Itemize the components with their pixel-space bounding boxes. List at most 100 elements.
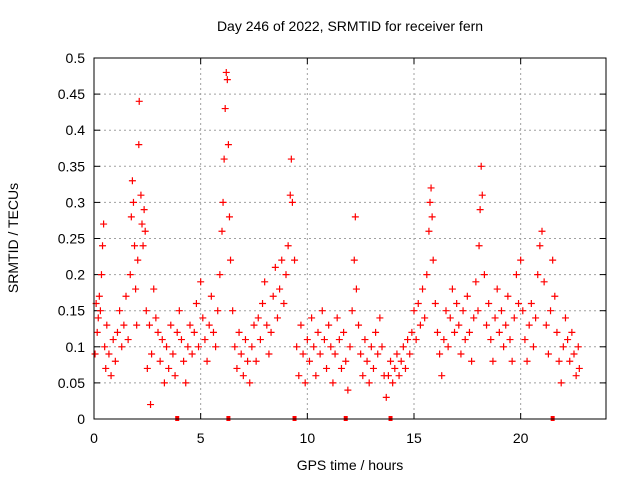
data-point xyxy=(91,350,99,358)
data-point xyxy=(273,314,281,322)
data-point xyxy=(485,299,493,307)
data-point xyxy=(489,357,497,365)
data-point xyxy=(147,401,155,409)
data-point xyxy=(457,350,465,358)
data-point xyxy=(367,343,375,351)
data-point xyxy=(549,256,557,264)
data-point xyxy=(316,350,324,358)
chart-title: Day 246 of 2022, SRMTID for receiver fer… xyxy=(217,18,483,34)
data-point xyxy=(442,307,450,315)
data-point xyxy=(152,314,160,322)
data-point xyxy=(357,350,365,358)
data-point xyxy=(111,357,119,365)
data-point xyxy=(472,278,480,286)
data-point xyxy=(295,372,303,380)
data-point xyxy=(474,307,482,315)
data-point xyxy=(504,292,512,300)
y-tick-label: 0.05 xyxy=(58,375,85,391)
data-point xyxy=(184,343,192,351)
data-point xyxy=(508,357,516,365)
data-point xyxy=(305,357,313,365)
data-point xyxy=(470,314,478,322)
data-point xyxy=(320,336,328,344)
x-tick-label: 0 xyxy=(90,430,98,446)
data-point xyxy=(276,285,284,293)
data-point xyxy=(134,256,142,264)
data-point xyxy=(451,328,459,336)
data-point xyxy=(395,372,403,380)
data-point xyxy=(575,364,583,372)
data-point xyxy=(369,364,377,372)
data-point xyxy=(542,321,550,329)
data-point xyxy=(348,307,356,315)
data-point xyxy=(94,314,102,322)
data-point xyxy=(100,220,108,228)
data-point xyxy=(344,386,352,394)
data-point xyxy=(453,299,461,307)
data-point xyxy=(128,177,136,185)
data-point xyxy=(124,336,132,344)
data-point xyxy=(250,321,258,329)
x-tick-label: 5 xyxy=(197,430,205,446)
data-point xyxy=(538,227,546,235)
x-axis-label: GPS time / hours xyxy=(297,457,404,473)
data-point xyxy=(532,314,540,322)
data-point xyxy=(280,299,288,307)
data-point xyxy=(340,328,348,336)
data-point xyxy=(252,357,260,365)
data-point xyxy=(145,321,153,329)
data-point xyxy=(209,328,217,336)
data-point xyxy=(299,350,307,358)
data-point xyxy=(122,292,130,300)
data-point xyxy=(544,350,552,358)
data-point xyxy=(203,357,211,365)
data-point xyxy=(248,343,256,351)
data-point xyxy=(190,328,198,336)
data-point xyxy=(480,271,488,279)
data-point xyxy=(436,350,444,358)
data-point xyxy=(440,336,448,344)
data-point xyxy=(263,321,271,329)
data-point xyxy=(401,364,409,372)
data-point xyxy=(254,314,262,322)
data-point xyxy=(323,364,331,372)
data-point xyxy=(165,364,173,372)
data-point xyxy=(363,357,371,365)
data-point xyxy=(182,379,190,387)
data-point xyxy=(141,227,149,235)
data-point xyxy=(378,343,386,351)
data-point xyxy=(397,357,405,365)
data-point xyxy=(291,256,299,264)
data-point xyxy=(101,343,109,351)
data-point xyxy=(416,321,424,329)
data-point xyxy=(293,343,301,351)
data-point xyxy=(497,307,505,315)
data-point xyxy=(224,141,232,149)
data-point xyxy=(129,198,137,206)
data-point xyxy=(387,357,395,365)
data-point xyxy=(231,343,239,351)
data-point xyxy=(393,350,401,358)
data-point xyxy=(428,213,436,221)
data-point xyxy=(355,321,363,329)
data-point xyxy=(195,343,203,351)
data-point xyxy=(500,343,508,351)
data-point xyxy=(214,307,222,315)
data-point xyxy=(483,321,491,329)
data-point xyxy=(517,256,525,264)
data-point xyxy=(564,336,572,344)
data-point xyxy=(495,328,503,336)
data-point xyxy=(487,336,495,344)
data-point xyxy=(133,321,141,329)
data-point xyxy=(475,242,483,250)
data-point xyxy=(286,191,294,199)
data-point xyxy=(351,213,359,221)
data-point xyxy=(241,336,249,344)
data-point xyxy=(329,379,337,387)
data-point xyxy=(455,321,463,329)
data-point xyxy=(227,256,235,264)
data-point xyxy=(256,336,264,344)
data-point xyxy=(220,155,228,163)
